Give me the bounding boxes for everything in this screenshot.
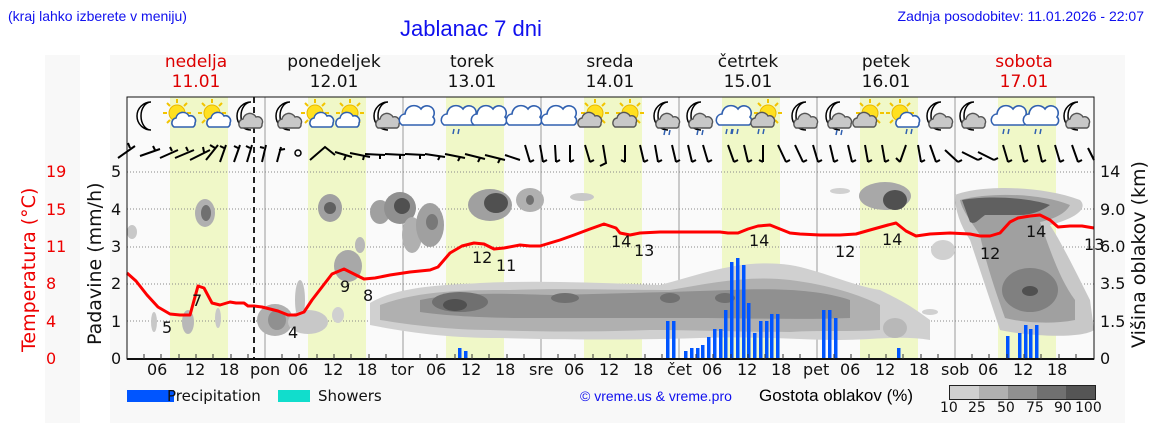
x-tick: 18 [1047,360,1068,379]
cloud-height-tick: 9.0 [1100,200,1126,219]
svg-text:4: 4 [288,323,298,342]
precip-tick: 4 [111,200,122,219]
last-update-text: Zadnja posodobitev: 11.01.2026 - 22:07 [897,8,1144,24]
precip-tick: 3 [111,237,122,256]
x-tick: 12 [737,360,758,379]
temp-tick: 15 [46,200,67,219]
x-tick: 12 [1013,360,1034,379]
precip-tick: 1 [111,312,122,331]
x-tick: 18 [495,360,516,379]
x-tick: 06 [702,360,723,379]
day-header: nedelja 11.01 ponedeljek 12.01 torek 13.01 … [127,52,1093,94]
x-tick: 06 [288,360,309,379]
precip-tick: 5 [111,162,122,181]
cloud-height-tick: 6.0 [1100,237,1126,256]
wind-barbs-south [524,144,1095,167]
x-tick: sob [941,360,970,379]
x-tick: 18 [357,360,378,379]
colorbar-tick: 25 [968,400,986,416]
x-tick: 18 [771,360,792,379]
svg-text:14: 14 [749,231,769,250]
svg-text:7: 7 [192,291,202,310]
temp-tick: 8 [46,274,57,293]
svg-text:9: 9 [340,277,350,296]
precipitation-bars [458,258,1039,359]
colorbar-tick: 10 [940,400,958,416]
credit-link[interactable]: © vreme.us & vreme.pro [580,388,732,404]
x-tick: 18 [219,360,240,379]
colorbar-tick: 75 [1026,400,1044,416]
hour-ticks [143,354,1077,359]
svg-text:14: 14 [1026,222,1046,241]
colorbar-tick: 50 [997,400,1015,416]
temperature-line [126,213,1095,317]
x-tick: 12 [185,360,206,379]
x-tick: 06 [840,360,861,379]
page-title: Jablanac 7 dni [400,16,542,41]
colorbar-tick: 100 [1075,400,1102,416]
cloud-height-tick: 1.5 [1100,312,1126,331]
svg-text:5: 5 [162,318,172,337]
cloud-height-tick: 0 [1100,349,1111,368]
x-tick: 06 [147,360,168,379]
precip-tick: 0 [111,349,122,368]
cloud-density-colorbar [949,385,1096,400]
svg-text:14: 14 [882,230,902,249]
x-tick: čet [667,360,692,379]
x-tick: 18 [909,360,930,379]
day-label: torek 13.01 [447,52,497,92]
wind-barbs [117,142,521,164]
temp-axis-panel [45,55,80,423]
day-label: sreda 14.01 [585,52,635,92]
location-hint-link[interactable]: (kraj lahko izberete v meniju) [8,8,187,24]
x-tick: 18 [633,360,654,379]
cloud-height-tick: 3.5 [1100,274,1126,293]
svg-text:14: 14 [611,232,631,251]
temperature-labels: 5 7 4 9 8 12 11 14 13 14 12 14 12 14 13 [162,222,1104,342]
day-label: petek 16.01 [861,52,911,92]
x-tick: tor [391,360,414,379]
day-label: ponedeljek 12.01 [287,52,381,92]
day-label: četrtek 15.01 [717,52,779,92]
svg-text:12: 12 [835,242,855,261]
cloud-density-label: Gostota oblakov (%) [759,386,914,405]
showers-legend-label: Showers [318,387,382,405]
x-tick: sre [529,360,554,379]
temp-tick: 0 [46,349,57,368]
svg-text:11: 11 [496,256,516,275]
x-tick: 12 [599,360,620,379]
svg-text:13: 13 [634,241,654,260]
cloud-height-tick: 14 [1100,162,1121,181]
x-tick: 12 [875,360,896,379]
precipitation-legend-swatch [127,390,174,402]
svg-text:12: 12 [980,244,1000,263]
temp-tick: 11 [46,237,67,256]
day-label: nedelja 11.01 [164,52,228,92]
x-tick: 06 [978,360,999,379]
day-label: sobota 17.01 [995,52,1053,92]
x-tick: 06 [564,360,585,379]
x-tick: 12 [461,360,482,379]
precip-tick: 2 [111,274,122,293]
colorbar-tick: 90 [1054,400,1072,416]
x-tick: 06 [426,360,447,379]
svg-text:12: 12 [472,248,492,267]
x-tick: pet [803,360,830,379]
showers-legend-swatch [278,390,310,402]
precipitation-legend-label: Precipitation [167,387,261,405]
x-tick: 12 [323,360,344,379]
temp-tick: 4 [46,312,57,331]
temp-tick: 19 [46,162,67,181]
x-tick: pon [250,360,281,379]
svg-text:8: 8 [363,286,373,305]
